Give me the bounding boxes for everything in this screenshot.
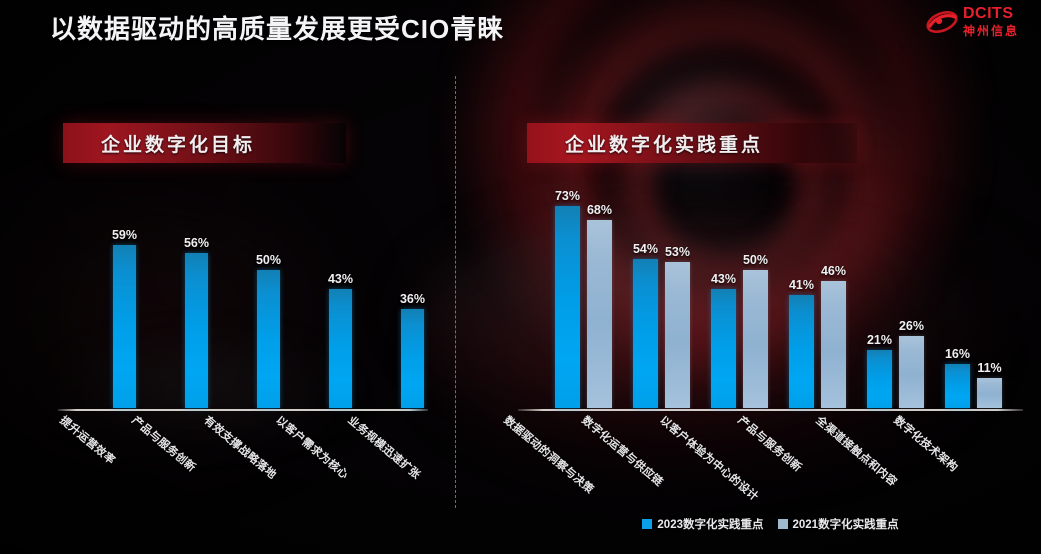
- panel-banner-left-label: 企业数字化目标: [101, 134, 256, 156]
- bar-value-label: 41%: [788, 278, 815, 292]
- bar-value-label: 53%: [664, 245, 691, 259]
- bar-group-item: 21%: [867, 333, 892, 408]
- bar: [555, 206, 580, 408]
- bar-group-item: 41%: [789, 278, 814, 408]
- x-axis-label: 业务规模迅速扩张: [345, 414, 423, 482]
- x-axis-labels-left: 提升运营效率 产品与服务创新 有效支撑战略落地 以客户需求为核心 业务规模迅速扩张: [57, 412, 428, 510]
- bar: [743, 270, 768, 408]
- bar: [185, 253, 208, 408]
- bar-group-item: 68%: [587, 203, 612, 408]
- bar-value-label: 56%: [183, 236, 210, 250]
- plot-area-left: 59% 56% 50% 43% 36%: [58, 186, 428, 411]
- bar-value-label: 50%: [255, 253, 282, 267]
- legend-label: 2023数字化实践重点: [657, 519, 764, 531]
- bar-value-label: 21%: [866, 333, 893, 347]
- bar-value-label: 26%: [898, 319, 925, 333]
- page-title: 以数据驱动的高质量发展更受CIO青睐: [50, 14, 505, 44]
- plot-area-right: 73% 68% 54% 53% 43% 50% 41% 46% 21% 26% 16% 11%: [518, 186, 1023, 411]
- bar-group-item: 11%: [977, 361, 1002, 408]
- logo-en: DCITS: [962, 5, 1014, 22]
- chart-practice-focus: 73% 68% 54% 53% 43% 50% 41% 46% 21% 26% 16% 11% 数据驱…: [501, 186, 1023, 531]
- logo-wordmark: DCITS 神州信息: [962, 5, 1019, 38]
- panel-banner-right: 企业数字化实践重点: [527, 123, 857, 163]
- bar-value-label: 54%: [632, 242, 659, 256]
- bar-group-item: 16%: [945, 347, 970, 408]
- bar-group-item: 54%: [633, 242, 658, 408]
- bar: [899, 336, 924, 408]
- bar-value-label: 50%: [742, 253, 769, 267]
- bar: [587, 220, 612, 408]
- logo-cn: 神州信息: [962, 24, 1019, 38]
- bar: [789, 295, 814, 408]
- panel-banner-left: 企业数字化目标: [63, 123, 346, 163]
- bar-value-label: 68%: [586, 203, 613, 217]
- brand-logo: DCITS 神州信息: [926, 6, 1019, 37]
- bar: [867, 350, 892, 408]
- x-axis-label: 全渠道接触点和内容: [813, 414, 899, 489]
- legend-swatch-icon: [777, 519, 788, 529]
- legend-swatch-icon: [642, 519, 653, 529]
- x-axis-label: 产品与服务创新: [735, 414, 804, 475]
- x-axis-labels-right: 数据驱动的洞察与决策 数字化运营与供应链 以客户体验为中心的设计 产品与服务创新 全渠道…: [501, 412, 1023, 510]
- bar-value-label: 11%: [977, 361, 1002, 375]
- bar-group-item: 73%: [555, 189, 580, 408]
- bar-value-label: 46%: [820, 264, 847, 278]
- bar-group-item: 56%: [184, 236, 209, 408]
- legend-item[interactable]: 2023数字化实践重点: [642, 516, 764, 532]
- bar-group-item: 50%: [256, 253, 281, 408]
- bar: [113, 245, 136, 408]
- x-axis-label: 产品与服务创新: [129, 414, 198, 475]
- section-divider: [455, 76, 456, 508]
- bar-value-label: 36%: [399, 292, 426, 306]
- bar-group-item: 46%: [821, 264, 846, 408]
- bar: [257, 270, 280, 408]
- x-axis-label: 提升运营效率: [57, 414, 118, 468]
- bar-value-label: 59%: [111, 228, 138, 242]
- x-axis-label: 有效支撑战略落地: [201, 414, 279, 482]
- bar-value-label: 43%: [327, 272, 354, 286]
- legend-label: 2021数字化实践重点: [792, 519, 899, 531]
- bar-group-item: 43%: [711, 272, 736, 408]
- panel-banner-right-label: 企业数字化实践重点: [565, 134, 764, 156]
- bar-group-item: 43%: [328, 272, 353, 408]
- bar-group-item: 36%: [400, 292, 425, 408]
- chart-legend: 2023数字化实践重点 2021数字化实践重点: [518, 516, 1023, 532]
- bar-group-item: 59%: [112, 228, 137, 408]
- bar: [821, 281, 846, 408]
- bar-value-label: 16%: [944, 347, 971, 361]
- bar: [401, 309, 424, 408]
- bar: [633, 259, 658, 408]
- x-axis-label: 数字化技术架构: [891, 414, 960, 475]
- bar: [945, 364, 970, 408]
- bar: [977, 378, 1002, 408]
- bar-group-item: 53%: [665, 245, 690, 408]
- bar: [665, 262, 690, 408]
- x-axis-line-left: [58, 409, 428, 411]
- bar-group-item: 50%: [743, 253, 768, 408]
- legend-item[interactable]: 2021数字化实践重点: [777, 516, 899, 532]
- chart-enterprise-goals: 59% 56% 50% 43% 36% 提升运营效率 产品与服务创新 有效支撑战略落地 以客户…: [57, 186, 428, 510]
- bar: [711, 289, 736, 408]
- dcits-swoosh-icon: [926, 10, 958, 33]
- bar: [329, 289, 352, 408]
- bar-group-item: 26%: [899, 319, 924, 408]
- bar-value-label: 43%: [710, 272, 737, 286]
- bar-value-label: 73%: [554, 189, 581, 203]
- x-axis-label: 数字化运营与供应链: [579, 414, 665, 489]
- x-axis-line-right: [518, 409, 1023, 411]
- x-axis-label: 以客户需求为核心: [273, 414, 351, 482]
